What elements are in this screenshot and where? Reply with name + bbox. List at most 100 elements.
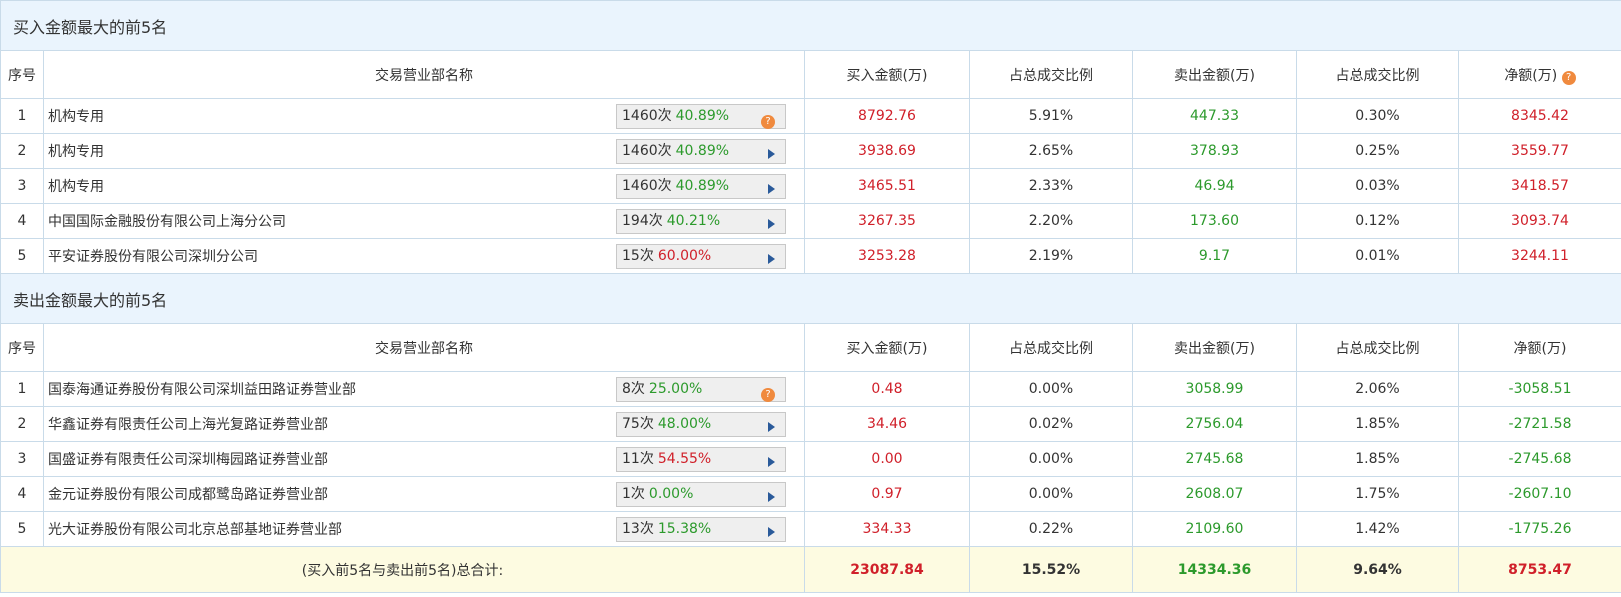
trade-count: 75次 [622, 416, 654, 432]
header-sell: 卖出金额(万) [1132, 50, 1297, 99]
broker-stats-badge[interactable]: 1次 0.00% [616, 482, 786, 507]
trade-count: 8次 [622, 381, 645, 397]
broker-stats-badge[interactable]: 1460次 40.89%? [616, 104, 786, 129]
buy-pct: 2.65% [969, 133, 1133, 169]
buy-pct: 2.20% [969, 203, 1133, 239]
header-name: 交易营业部名称 [43, 323, 805, 372]
broker-stats-badge[interactable]: 75次 48.00% [616, 412, 786, 437]
section-title-row: 买入金额最大的前5名 [0, 0, 1621, 51]
trade-count: 194次 [622, 213, 663, 229]
buy-amount: 3938.69 [804, 133, 970, 169]
trade-count: 1460次 [622, 143, 672, 159]
success-rate: 54.55% [657, 451, 712, 467]
net-amount: 3559.77 [1457, 133, 1621, 169]
buy-pct: 0.02% [969, 406, 1133, 442]
buy-pct: 2.19% [969, 238, 1133, 274]
section-title: 买入金额最大的前5名 [0, 0, 1621, 51]
seq: 2 [0, 406, 44, 442]
trade-count: 11次 [622, 451, 654, 467]
broker-stats-badge[interactable]: 13次 15.38% [616, 517, 786, 542]
broker-name[interactable]: 机构专用 [48, 144, 104, 160]
broker-name[interactable]: 机构专用 [48, 109, 104, 125]
play-icon[interactable] [768, 522, 775, 545]
buy-pct: 0.00% [969, 371, 1133, 407]
header-label: 净额(万) [1504, 67, 1558, 84]
header-seq: 序号 [0, 323, 44, 372]
play-icon[interactable] [768, 452, 775, 475]
buy-amount: 0.48 [804, 371, 970, 407]
play-icon[interactable] [768, 417, 775, 440]
header-name: 交易营业部名称 [43, 50, 805, 99]
broker-cell: 金元证券股份有限公司成都鹭岛路证券营业部 1次 0.00% [43, 476, 805, 512]
trade-count: 1次 [622, 486, 645, 502]
header-label: 交易营业部名称 [375, 67, 473, 84]
broker-cell: 机构专用 1460次 40.89% [43, 133, 805, 169]
broker-stats-badge[interactable]: 1460次 40.89% [616, 174, 786, 199]
buy-pct: 2.33% [969, 168, 1133, 204]
sell-pct: 0.12% [1296, 203, 1459, 239]
question-icon[interactable]: ? [761, 382, 775, 405]
success-rate: 48.00% [657, 416, 712, 432]
header-buy: 买入金额(万) [804, 323, 970, 372]
header-label: 占总成交比例 [1009, 340, 1093, 357]
broker-name[interactable]: 华鑫证券有限责任公司上海光复路证券营业部 [48, 417, 328, 433]
broker-name[interactable]: 金元证券股份有限公司成都鹭岛路证券营业部 [48, 487, 328, 503]
header-label: 占总成交比例 [1009, 67, 1093, 84]
success-rate: 40.89% [675, 143, 730, 159]
trade-count: 1460次 [622, 178, 672, 194]
net-amount: 3093.74 [1457, 203, 1621, 239]
broker-name[interactable]: 光大证券股份有限公司北京总部基地证券营业部 [48, 522, 342, 538]
success-rate: 40.89% [675, 108, 730, 124]
play-icon[interactable] [768, 179, 775, 202]
broker-stats-badge[interactable]: 194次 40.21% [616, 209, 786, 234]
sell-amount: 2109.60 [1132, 511, 1297, 547]
broker-name[interactable]: 国泰海通证券股份有限公司深圳益田路证券营业部 [48, 382, 356, 398]
header-buy_pct: 占总成交比例 [969, 50, 1133, 99]
broker-stats-badge[interactable]: 11次 54.55% [616, 447, 786, 472]
broker-stats-badge[interactable]: 1460次 40.89% [616, 139, 786, 164]
sell-pct: 1.75% [1296, 476, 1459, 512]
net-amount: -3058.51 [1457, 371, 1621, 407]
broker-stats-badge[interactable]: 15次 60.00% [616, 244, 786, 269]
question-icon[interactable]: ? [1561, 70, 1576, 85]
header-label: 买入金额(万) [846, 340, 928, 357]
broker-cell: 国泰海通证券股份有限公司深圳益田路证券营业部 8次 25.00%? [43, 371, 805, 407]
sell-amount: 2756.04 [1132, 406, 1297, 442]
seq: 3 [0, 168, 44, 204]
header-sell_pct: 占总成交比例 [1296, 50, 1459, 99]
trade-count: 15次 [622, 248, 654, 264]
broker-cell: 机构专用 1460次 40.89% [43, 168, 805, 204]
play-icon[interactable] [768, 144, 775, 167]
broker-name[interactable]: 国盛证券有限责任公司深圳梅园路证券营业部 [48, 452, 328, 468]
sell-pct: 1.85% [1296, 441, 1459, 477]
buy-amount: 8792.76 [804, 98, 970, 134]
header-buy: 买入金额(万) [804, 50, 970, 99]
question-icon[interactable]: ? [761, 109, 775, 132]
sell-amount: 378.93 [1132, 133, 1297, 169]
broker-name[interactable]: 平安证券股份有限公司深圳分公司 [48, 249, 258, 265]
broker-stats-badge[interactable]: 8次 25.00%? [616, 377, 786, 402]
net-amount: -2607.10 [1457, 476, 1621, 512]
play-icon[interactable] [768, 214, 775, 237]
broker-name[interactable]: 中国国际金融股份有限公司上海分公司 [48, 214, 286, 230]
broker-cell: 光大证券股份有限公司北京总部基地证券营业部 13次 15.38% [43, 511, 805, 547]
net-amount: -1775.26 [1457, 511, 1621, 547]
net-amount: 3244.11 [1457, 238, 1621, 274]
table-row: 1 机构专用 1460次 40.89%? 8792.76 5.91% 447.33… [0, 98, 1621, 134]
play-icon[interactable] [768, 249, 775, 272]
broker-name[interactable]: 机构专用 [48, 179, 104, 195]
total-sell-pct: 9.64% [1296, 546, 1459, 593]
sell-amount: 173.60 [1132, 203, 1297, 239]
sell-amount: 2608.07 [1132, 476, 1297, 512]
play-icon[interactable] [768, 487, 775, 510]
buy-pct: 0.22% [969, 511, 1133, 547]
success-rate: 25.00% [648, 381, 703, 397]
buy-pct: 5.91% [969, 98, 1133, 134]
header-label: 买入金额(万) [846, 67, 928, 84]
table-row: 5 光大证券股份有限公司北京总部基地证券营业部 13次 15.38% 334.33… [0, 511, 1621, 547]
total-buy-pct: 15.52% [969, 546, 1133, 593]
broker-cell: 平安证券股份有限公司深圳分公司 15次 60.00% [43, 238, 805, 274]
sell-amount: 46.94 [1132, 168, 1297, 204]
table-row: 4 金元证券股份有限公司成都鹭岛路证券营业部 1次 0.00% 0.97 0.00… [0, 476, 1621, 512]
